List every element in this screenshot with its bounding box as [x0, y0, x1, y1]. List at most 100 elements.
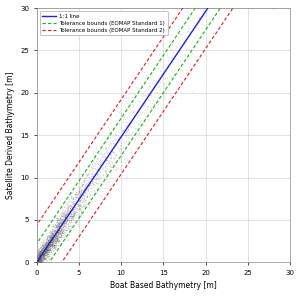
Point — [60, 218, 65, 223]
Point — [44, 246, 49, 250]
Point — [53, 230, 58, 235]
Point — [36, 258, 41, 263]
Point — [69, 207, 74, 212]
Point — [49, 242, 54, 246]
Point — [123, 160, 128, 165]
Point — [46, 248, 51, 252]
Point — [56, 221, 61, 226]
Point — [58, 241, 63, 245]
Point — [142, 136, 147, 141]
Point — [56, 232, 60, 237]
Point — [36, 259, 41, 264]
Point — [81, 181, 85, 186]
Point — [37, 260, 42, 265]
Point — [47, 238, 52, 242]
Point — [60, 219, 65, 224]
Point — [65, 218, 70, 222]
Point — [61, 231, 66, 236]
Point — [48, 234, 53, 239]
Point — [35, 254, 40, 259]
Point — [39, 251, 44, 255]
Point — [100, 158, 105, 163]
Point — [60, 215, 65, 220]
Point — [38, 253, 43, 258]
Point — [58, 212, 63, 217]
Point — [46, 250, 51, 255]
Point — [53, 241, 58, 245]
Point — [85, 174, 90, 178]
Point — [82, 177, 86, 181]
Point — [43, 253, 47, 258]
Point — [41, 251, 46, 256]
Point — [148, 76, 153, 81]
Point — [80, 191, 85, 195]
Point — [109, 140, 113, 145]
Point — [38, 253, 42, 258]
Point — [39, 258, 44, 263]
Point — [137, 99, 142, 103]
Point — [75, 194, 80, 199]
Point — [174, 39, 179, 44]
Point — [59, 224, 64, 229]
Point — [38, 251, 43, 256]
Point — [86, 185, 91, 190]
Point — [114, 146, 119, 151]
Point — [104, 147, 109, 152]
Point — [74, 198, 78, 202]
Point — [45, 244, 50, 249]
Point — [93, 180, 98, 185]
Point — [125, 127, 130, 131]
Point — [111, 150, 116, 155]
Point — [37, 253, 42, 258]
Point — [197, 31, 202, 36]
Point — [36, 253, 41, 258]
Point — [79, 195, 83, 200]
Point — [197, 17, 202, 22]
Point — [64, 215, 69, 219]
Point — [35, 260, 40, 265]
Point — [116, 147, 121, 152]
Point — [41, 251, 46, 256]
Point — [187, 65, 192, 70]
Point — [146, 60, 150, 65]
Point — [42, 242, 46, 247]
Point — [41, 242, 46, 247]
Point — [38, 255, 43, 260]
Point — [47, 237, 52, 242]
Point — [186, 53, 191, 58]
Point — [39, 257, 44, 261]
Point — [93, 173, 98, 178]
Point — [37, 252, 41, 256]
Point — [64, 212, 69, 216]
Point — [66, 220, 71, 225]
Point — [97, 193, 102, 198]
Point — [37, 258, 42, 263]
Point — [37, 259, 42, 263]
Point — [42, 254, 46, 259]
Point — [36, 260, 41, 265]
Point — [84, 194, 88, 199]
Point — [40, 253, 45, 258]
Point — [71, 213, 76, 217]
Point — [148, 95, 153, 100]
Point — [65, 214, 70, 218]
Point — [35, 258, 40, 263]
Point — [48, 250, 53, 255]
Point — [94, 174, 99, 178]
Point — [133, 137, 138, 141]
Point — [130, 107, 135, 112]
Point — [40, 252, 45, 257]
Point — [76, 198, 81, 203]
Point — [65, 218, 70, 223]
Point — [40, 242, 44, 247]
Point — [104, 151, 109, 155]
Point — [55, 231, 60, 236]
Point — [65, 219, 70, 223]
Point — [62, 215, 67, 220]
Point — [38, 260, 42, 265]
Point — [64, 218, 69, 223]
Point — [186, 25, 190, 30]
Point — [40, 241, 45, 246]
Point — [45, 239, 50, 243]
Point — [68, 213, 73, 218]
